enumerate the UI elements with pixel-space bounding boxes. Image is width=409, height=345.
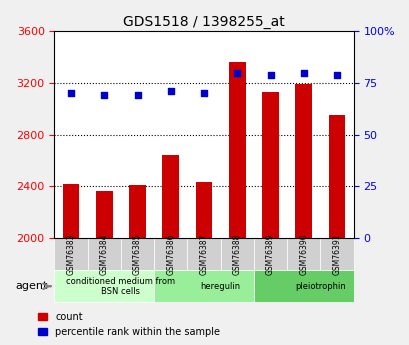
FancyBboxPatch shape — [253, 238, 286, 270]
Text: GSM76383: GSM76383 — [66, 233, 75, 275]
Text: GSM76389: GSM76389 — [265, 233, 274, 275]
Point — [200, 91, 207, 96]
Text: pleiotrophin: pleiotrophin — [294, 282, 345, 291]
Bar — [129, 185, 146, 238]
Bar — [162, 155, 179, 238]
FancyBboxPatch shape — [286, 238, 319, 270]
Title: GDS1518 / 1398255_at: GDS1518 / 1398255_at — [123, 15, 284, 29]
Point — [67, 91, 74, 96]
Point — [333, 72, 339, 78]
FancyBboxPatch shape — [319, 238, 353, 270]
Legend: count, percentile rank within the sample: count, percentile rank within the sample — [38, 312, 220, 337]
Point — [167, 89, 174, 94]
Text: GSM76390: GSM76390 — [299, 233, 308, 275]
Text: heregulin: heregulin — [200, 282, 240, 291]
Text: agent: agent — [16, 281, 48, 291]
FancyBboxPatch shape — [220, 238, 253, 270]
Text: GSM76391: GSM76391 — [332, 233, 341, 275]
Point — [101, 93, 107, 98]
FancyBboxPatch shape — [187, 238, 220, 270]
FancyBboxPatch shape — [121, 238, 154, 270]
Bar — [328, 115, 344, 238]
FancyBboxPatch shape — [54, 238, 88, 270]
Bar — [63, 184, 79, 238]
FancyBboxPatch shape — [154, 270, 253, 303]
FancyBboxPatch shape — [253, 270, 353, 303]
Bar — [96, 191, 112, 238]
Bar — [262, 92, 278, 238]
Point — [134, 93, 140, 98]
Text: GSM76388: GSM76388 — [232, 233, 241, 275]
FancyBboxPatch shape — [54, 270, 154, 303]
Point — [234, 70, 240, 76]
Text: GSM76384: GSM76384 — [99, 233, 108, 275]
Bar — [195, 183, 212, 238]
FancyBboxPatch shape — [154, 238, 187, 270]
Point — [267, 72, 273, 78]
FancyBboxPatch shape — [88, 238, 121, 270]
Text: GSM76385: GSM76385 — [133, 233, 142, 275]
Bar — [228, 62, 245, 238]
Text: conditioned medium from
BSN cells: conditioned medium from BSN cells — [66, 277, 175, 296]
Text: GSM76386: GSM76386 — [166, 233, 175, 275]
Bar — [295, 84, 311, 238]
Text: GSM76387: GSM76387 — [199, 233, 208, 275]
Point — [300, 70, 306, 76]
